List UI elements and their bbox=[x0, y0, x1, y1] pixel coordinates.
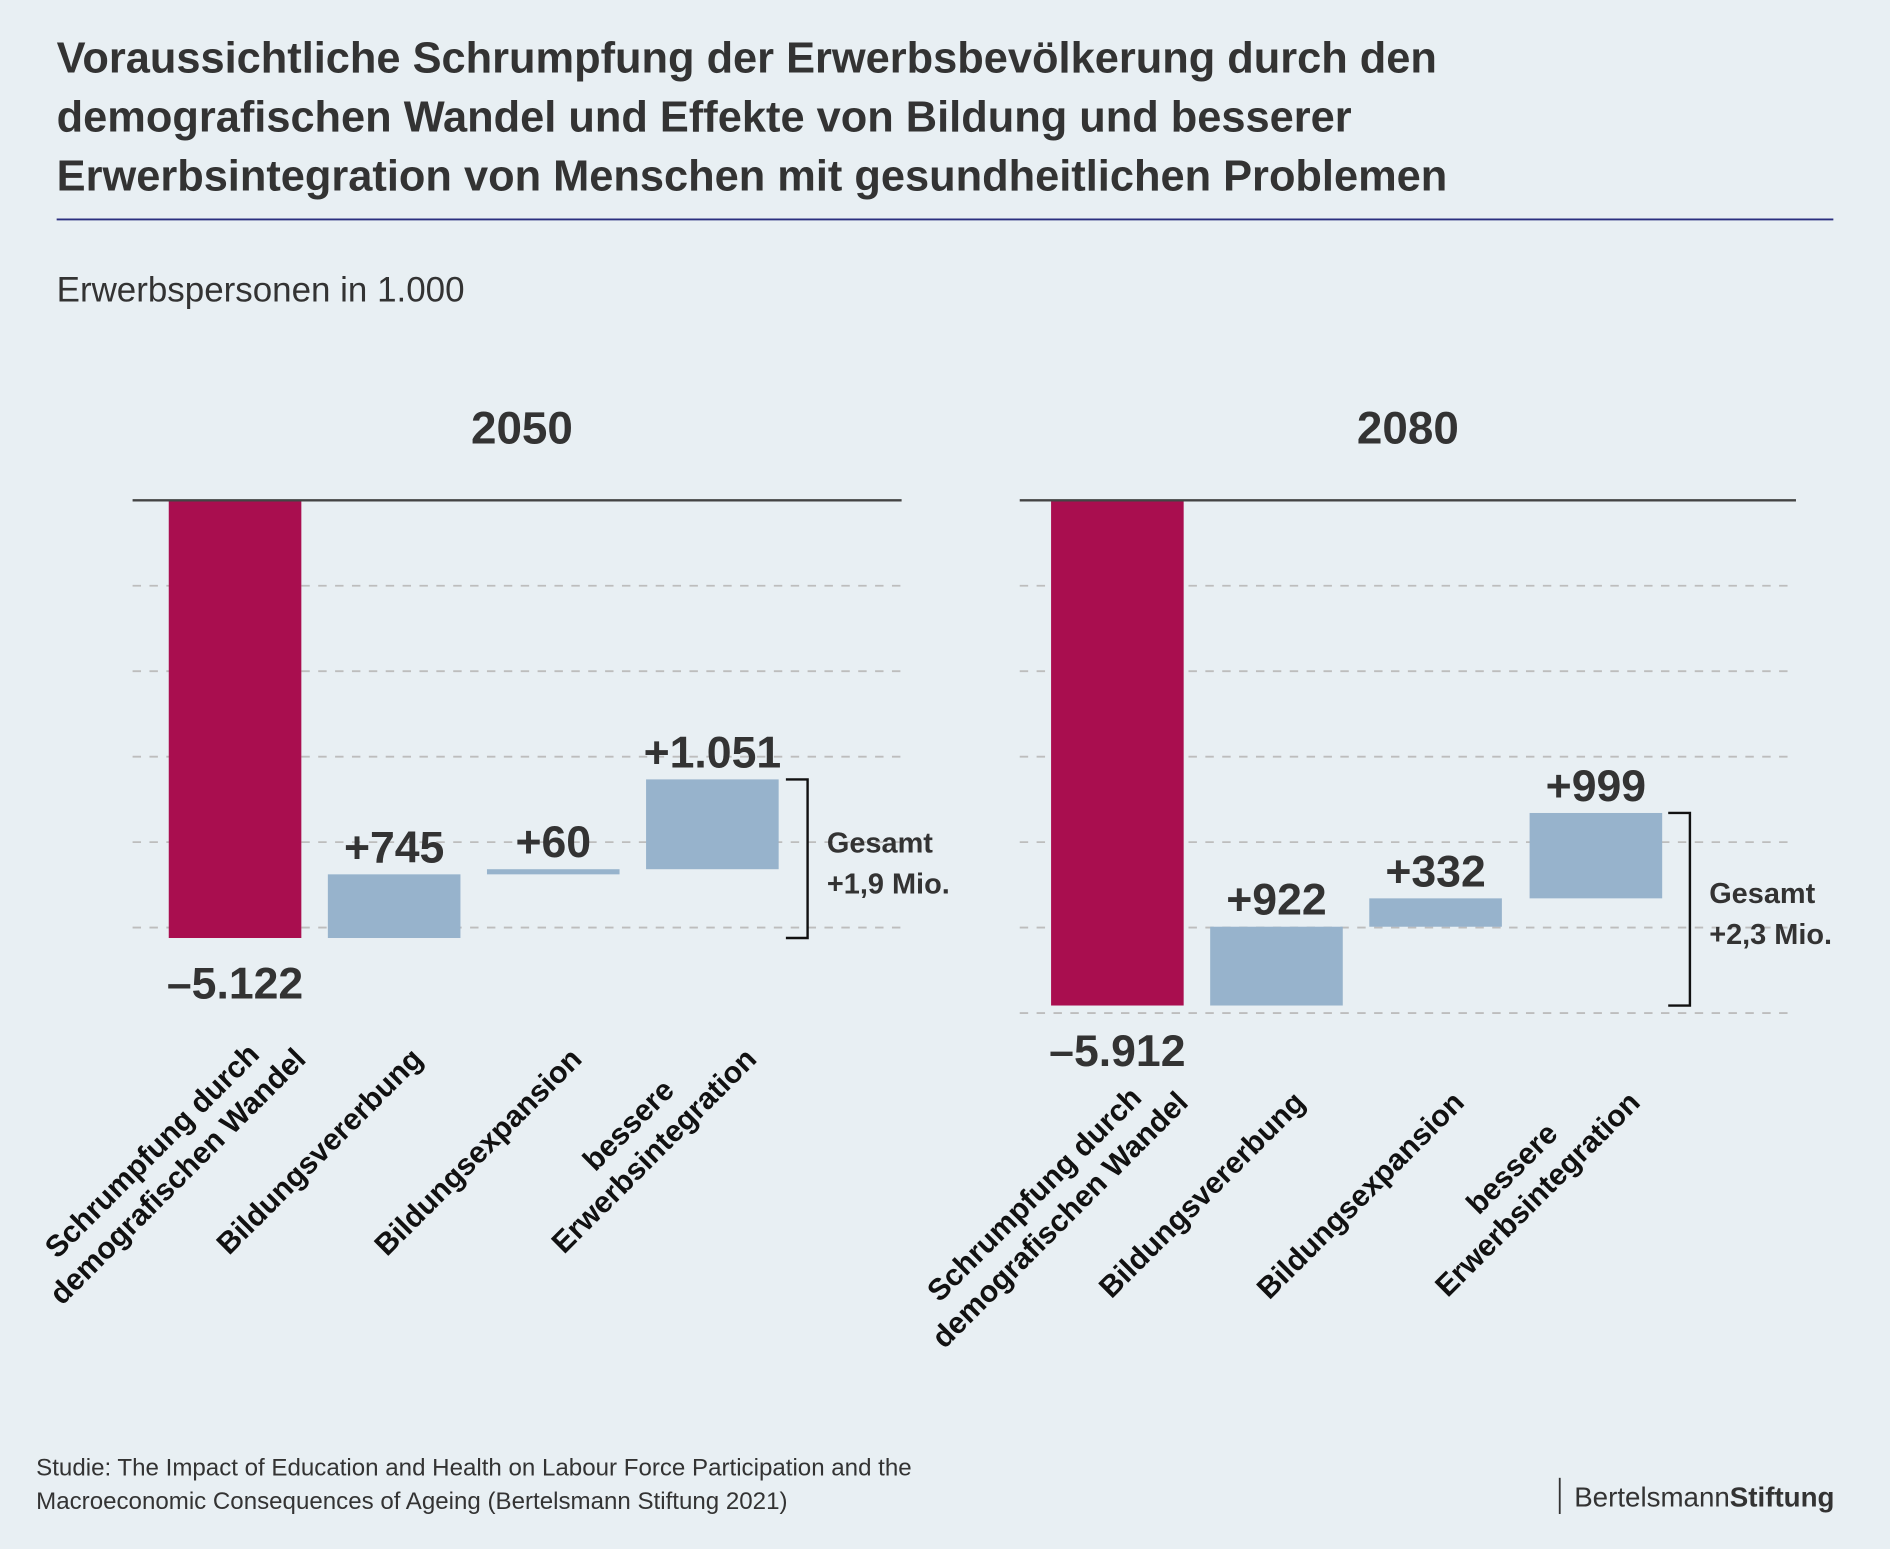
value-label: –5.122 bbox=[167, 959, 303, 1008]
bar-0 bbox=[168, 500, 302, 939]
value-label: +999 bbox=[1546, 762, 1646, 811]
logo: BertelsmannStiftung bbox=[1574, 1482, 1834, 1513]
bar-2 bbox=[486, 869, 620, 875]
bar-2 bbox=[1369, 898, 1502, 927]
title-line-1: Voraussichtliche Schrumpfung der Erwerbs… bbox=[57, 34, 1437, 82]
total-bracket bbox=[785, 778, 809, 940]
value-label: +332 bbox=[1385, 847, 1485, 896]
value-label: +922 bbox=[1226, 876, 1326, 925]
value-label: +1.051 bbox=[644, 728, 782, 777]
source-line-2: Macroeconomic Consequences of Ageing (Be… bbox=[36, 1488, 787, 1515]
subtitle: Erwerbspersonen in 1.000 bbox=[57, 270, 465, 309]
logo-part-2: Stiftung bbox=[1730, 1482, 1835, 1513]
bar-3 bbox=[1529, 812, 1663, 899]
value-label: +745 bbox=[344, 823, 444, 872]
bar-1 bbox=[1210, 926, 1343, 1006]
total-label-2: +1,9 Mio. bbox=[827, 869, 950, 901]
bar-3 bbox=[646, 779, 779, 870]
total-label-1: Gesamt bbox=[827, 828, 933, 860]
value-label: –5.912 bbox=[1049, 1027, 1185, 1076]
bar-0 bbox=[1051, 500, 1184, 1006]
value-label: +60 bbox=[515, 818, 591, 867]
logo-part-1: Bertelsmann bbox=[1574, 1482, 1730, 1513]
title-line-2: demografischen Wandel und Effekte von Bi… bbox=[57, 93, 1352, 141]
total-label-1: Gesamt bbox=[1709, 878, 1815, 910]
title-line-3: Erwerbsintegration von Menschen mit gesu… bbox=[57, 153, 1448, 201]
source-line-1: Studie: The Impact of Education and Heal… bbox=[36, 1454, 912, 1481]
bar-1 bbox=[327, 874, 461, 939]
panel-title: 2050 bbox=[471, 403, 573, 454]
total-label-2: +2,3 Mio. bbox=[1709, 919, 1832, 951]
panel-title: 2080 bbox=[1357, 403, 1459, 454]
total-bracket bbox=[1668, 811, 1692, 1007]
